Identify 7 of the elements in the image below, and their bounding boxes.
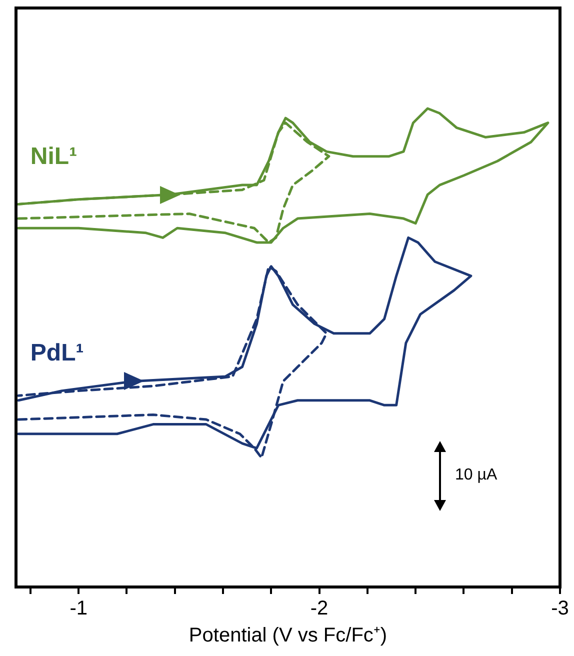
annotation: 10 µA bbox=[455, 466, 498, 484]
x-axis-title: Potential (V vs Fc/Fc⁺) bbox=[188, 624, 388, 647]
x-tick-label: -1 bbox=[70, 598, 88, 620]
series-label: PdL¹ bbox=[30, 339, 84, 366]
x-tick-label: -3 bbox=[551, 598, 569, 620]
x-tick-label: -2 bbox=[310, 598, 328, 620]
series-label: NiL¹ bbox=[30, 143, 78, 170]
